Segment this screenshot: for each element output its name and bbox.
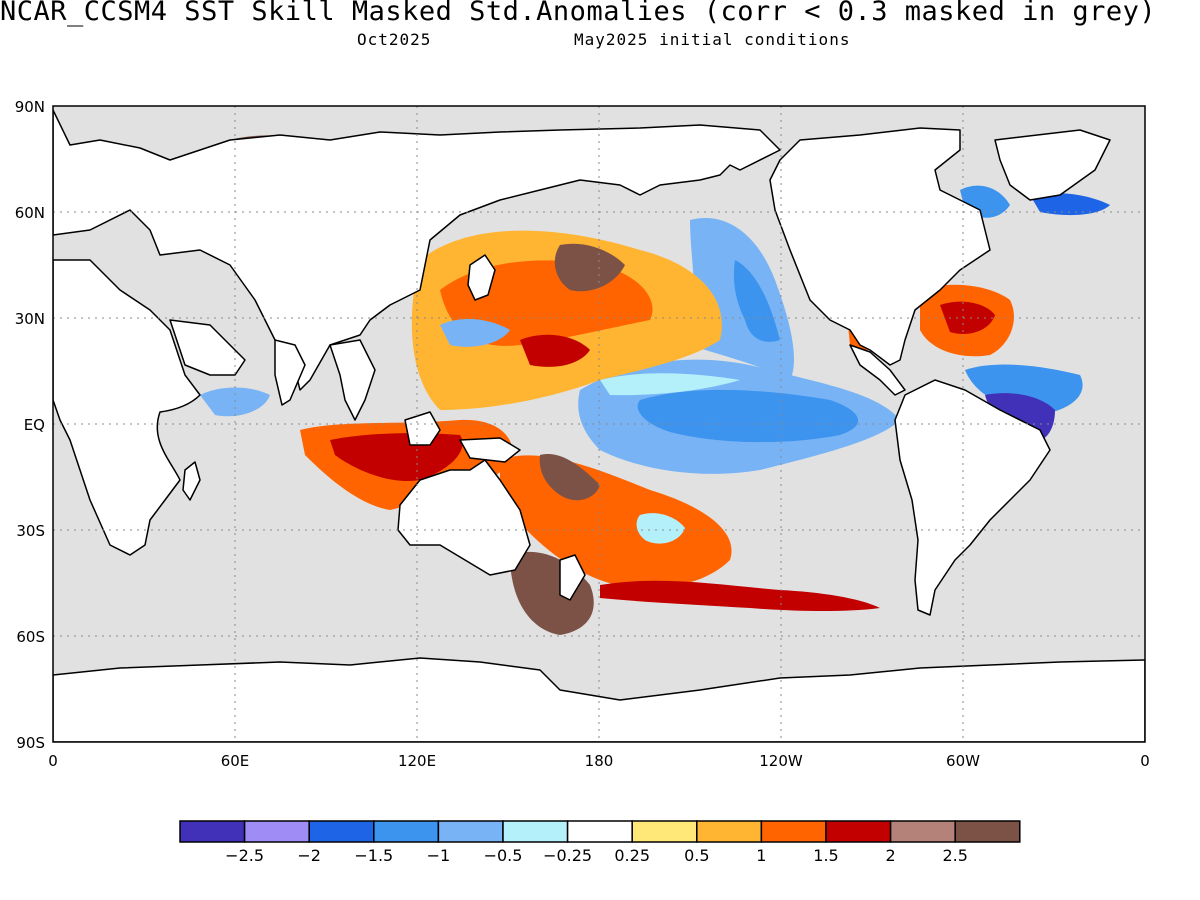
anomaly-sw-pacific-cold-eye xyxy=(636,513,685,544)
land-borneo xyxy=(404,411,441,446)
land-arabia xyxy=(169,319,246,376)
land-japan xyxy=(467,254,496,301)
anomaly-ne-pacific-cold-core xyxy=(733,260,780,342)
colorbar-label: 1 xyxy=(756,846,766,865)
land-australia xyxy=(397,459,531,576)
lon-tick-label: 120E xyxy=(398,752,436,770)
anomaly-pacific-neutral xyxy=(600,373,740,396)
colorbar-label: −2 xyxy=(297,846,321,865)
lon-tick-label: 120W xyxy=(759,752,803,770)
colorbar-label: −1.5 xyxy=(354,846,393,865)
colorbar-swatch xyxy=(243,820,310,843)
lon-tick-label: 180 xyxy=(585,752,614,770)
colorbar-swatch xyxy=(437,820,504,843)
map-frame xyxy=(52,105,1146,743)
anomaly-pacific-cold-core xyxy=(637,389,859,443)
anomaly-nw-pacific-core xyxy=(520,334,590,367)
land-new-zealand xyxy=(559,554,586,601)
lat-tick-label: 30S xyxy=(16,522,45,540)
anomaly-southern-ocean-streak xyxy=(600,580,880,611)
lon-tick-label: 60E xyxy=(221,752,250,770)
colorbar-swatch xyxy=(308,820,375,843)
anomaly-n-atlantic-core xyxy=(940,301,995,335)
lat-tick-label: 90S xyxy=(16,734,45,752)
map-title: NCAR_CCSM4 SST Skill Masked Std.Anomalie… xyxy=(0,0,1157,27)
anomaly-kuroshio xyxy=(554,243,625,292)
lat-tick-label: 30N xyxy=(15,310,45,328)
land-south-america xyxy=(894,379,1051,616)
map-gridlines xyxy=(53,106,1145,742)
land-central-america xyxy=(849,344,906,396)
lon-tick-label: 60W xyxy=(946,752,980,770)
anomaly-sw-pacific-brown xyxy=(539,454,600,501)
lat-tick-label: 60N xyxy=(15,204,45,222)
colorbar-label: 2.5 xyxy=(942,846,967,865)
initial-conditions: May2025 initial conditions xyxy=(574,30,851,49)
anomaly-tropical-atlantic-cold xyxy=(965,364,1083,415)
colorbar-label: −0.5 xyxy=(484,846,523,865)
colorbar-swatch xyxy=(179,820,246,843)
land-africa xyxy=(53,259,201,556)
colorbar-swatch xyxy=(825,820,892,843)
land-north-america xyxy=(769,127,991,366)
colorbar-swatch xyxy=(889,820,956,843)
land-antarctica xyxy=(53,657,1145,742)
colorbar: −2.5 −2 −1.5 −1 −0.5 −0.25 0.25 0.5 1 1.5 2 2.5 xyxy=(179,820,1021,865)
colorbar-swatch xyxy=(373,820,440,843)
colorbar-label: −0.25 xyxy=(543,846,592,865)
colorbar-label: 2 xyxy=(886,846,896,865)
colorbar-swatch xyxy=(631,820,698,843)
anomaly-nw-pacific-cold-patch xyxy=(440,318,510,347)
lat-tick-label: 90N xyxy=(15,98,45,116)
lat-tick-label: EQ xyxy=(24,416,45,434)
land-india xyxy=(274,339,306,406)
colorbar-label: 1.5 xyxy=(813,846,838,865)
colorbar-swatch xyxy=(502,820,569,843)
colorbar-label: 0.5 xyxy=(684,846,709,865)
forecast-month: Oct2025 xyxy=(357,30,432,49)
colorbar-label: −1 xyxy=(427,846,451,865)
lat-tick-label: 60S xyxy=(16,628,45,646)
land-new-guinea xyxy=(459,437,521,463)
colorbar-swatch xyxy=(566,820,633,843)
anomaly-nordic-cold xyxy=(1030,193,1110,216)
land-indochina xyxy=(329,339,376,421)
land-greenland xyxy=(994,129,1111,201)
colorbar-label: −2.5 xyxy=(225,846,264,865)
lon-tick-label: 0 xyxy=(48,752,58,770)
colorbar-swatch xyxy=(696,820,763,843)
lon-tick-label: 0 xyxy=(1140,752,1150,770)
land-eurasia xyxy=(53,109,781,391)
colorbar-swatch xyxy=(954,820,1021,843)
colorbar-swatch xyxy=(760,820,827,843)
land-madagascar xyxy=(182,461,201,501)
colorbar-label: 0.25 xyxy=(614,846,650,865)
